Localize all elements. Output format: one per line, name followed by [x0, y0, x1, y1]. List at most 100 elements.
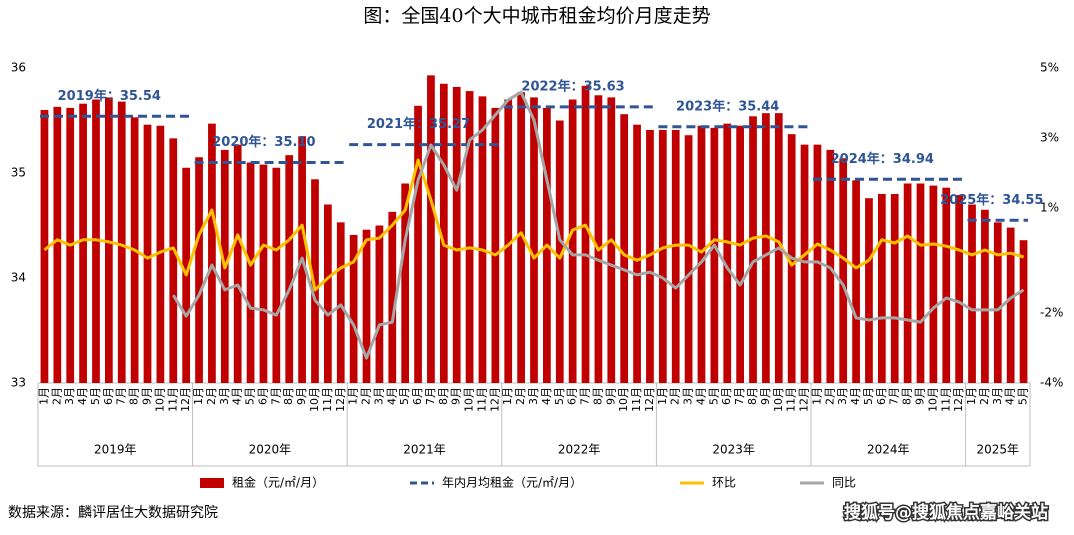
bar: [981, 209, 989, 383]
x-tick-label: 8月: [282, 387, 295, 405]
bar: [478, 96, 487, 383]
x-tick-label: 8月: [746, 387, 759, 405]
line: [172, 90, 1025, 360]
annotation: 2019年：35.54: [58, 88, 161, 104]
legend-label: 租金（元/㎡/月）: [232, 475, 324, 490]
x-tick-label: 1月: [501, 387, 514, 405]
bar: [53, 106, 62, 383]
x-tick-label: 2月: [50, 387, 63, 405]
bar: [40, 110, 49, 383]
bar: [968, 204, 976, 383]
x-tick-label: 3月: [836, 387, 849, 405]
bar: [620, 114, 629, 383]
watermark: 搜狐号@搜狐焦点嘉峪关站: [844, 502, 1048, 523]
bar: [117, 101, 126, 383]
year-label: 2021年: [403, 443, 446, 457]
bar: [156, 125, 165, 383]
year-label: 2019年: [94, 443, 137, 457]
source: 数据来源：麟评居住大数据研究院: [8, 505, 218, 521]
year-label: 2024年: [867, 443, 910, 457]
x-tick-label: 2月: [205, 387, 218, 405]
x-tick-label: 5月: [1017, 387, 1030, 405]
bar: [555, 120, 564, 383]
bar: [749, 116, 757, 384]
bar: [427, 75, 435, 383]
x-tick-label: 11月: [166, 387, 179, 412]
x-tick-label: 8月: [437, 387, 450, 405]
x-tick-label: 11月: [785, 387, 798, 412]
legend-label: 同比: [832, 476, 856, 490]
x-tick-label: 7月: [424, 387, 437, 405]
x-tick-label: 4月: [540, 387, 553, 405]
bar: [504, 99, 513, 383]
x-tick-label: 3月: [372, 387, 385, 405]
bar: [324, 204, 332, 383]
bar: [336, 222, 345, 383]
x-tick-label: 5月: [398, 387, 411, 405]
y2-tick-label: 1%: [1040, 201, 1059, 215]
x-tick-label: 12月: [179, 387, 192, 412]
bar: [311, 179, 319, 383]
bar: [285, 155, 294, 383]
annotation: 2022年：35.63: [521, 78, 624, 94]
x-tick-label: 7月: [888, 387, 901, 405]
x-tick-label: 3月: [991, 387, 1004, 405]
x-tick-label: 8月: [901, 387, 914, 405]
x-tick-label: 12月: [488, 387, 501, 412]
x-tick-label: 7月: [579, 387, 592, 405]
x-tick-label: 3月: [63, 387, 76, 405]
bar: [723, 123, 732, 384]
bar: [568, 99, 577, 383]
bar: [195, 157, 203, 383]
x-tick-label: 7月: [733, 387, 746, 405]
x-tick-label: 6月: [256, 387, 269, 405]
bar: [1006, 227, 1015, 383]
x-tick-label: 1月: [37, 387, 50, 405]
bar: [916, 183, 925, 383]
bar: [104, 97, 113, 384]
annotation: 2025年：34.55: [940, 192, 1043, 208]
bar: [736, 125, 744, 383]
x-tick-label: 1月: [810, 387, 823, 405]
bar: [414, 105, 422, 384]
x-tick-label: 1月: [192, 387, 205, 405]
x-tick-label: 9月: [913, 387, 926, 405]
bar: [671, 129, 680, 383]
annotation: 2020年：35.10: [212, 134, 315, 150]
x-tick-label: 10月: [308, 387, 321, 412]
x-tick-label: 9月: [604, 387, 617, 405]
bar: [955, 195, 964, 383]
y2-tick-label: 3%: [1040, 131, 1059, 145]
bar: [491, 107, 500, 384]
x-tick-label: 6月: [411, 387, 424, 405]
x-tick-label: 6月: [720, 387, 733, 405]
year-label: 2025年: [977, 443, 1020, 457]
x-tick-label: 2月: [978, 387, 991, 405]
x-tick-label: 6月: [102, 387, 115, 405]
bar: [710, 127, 719, 383]
bar: [929, 185, 938, 383]
x-tick-label: 7月: [115, 387, 128, 405]
year-label: 2023年: [712, 443, 755, 457]
x-tick-label: 8月: [591, 387, 604, 405]
x-tick-label: 2月: [669, 387, 682, 405]
y-tick-label: 33: [11, 376, 26, 390]
bar: [684, 135, 693, 383]
legend-label: 年内月均租金（元/㎡/月）: [442, 475, 582, 490]
x-tick-label: 9月: [759, 387, 772, 405]
bar: [877, 194, 886, 383]
bar: [465, 91, 474, 383]
bar: [993, 222, 1002, 383]
annotation: 2024年：34.94: [831, 151, 934, 167]
x-tick-label: 10月: [463, 387, 476, 412]
bar: [401, 183, 410, 383]
bar: [233, 144, 242, 383]
x-tick-label: 4月: [385, 387, 398, 405]
x-tick-label: 2月: [514, 387, 527, 405]
x-tick-label: 1月: [656, 387, 669, 405]
x-tick-label: 2月: [360, 387, 373, 405]
bar: [865, 198, 873, 383]
bar: [246, 162, 255, 383]
x-tick-label: 1月: [965, 387, 978, 405]
